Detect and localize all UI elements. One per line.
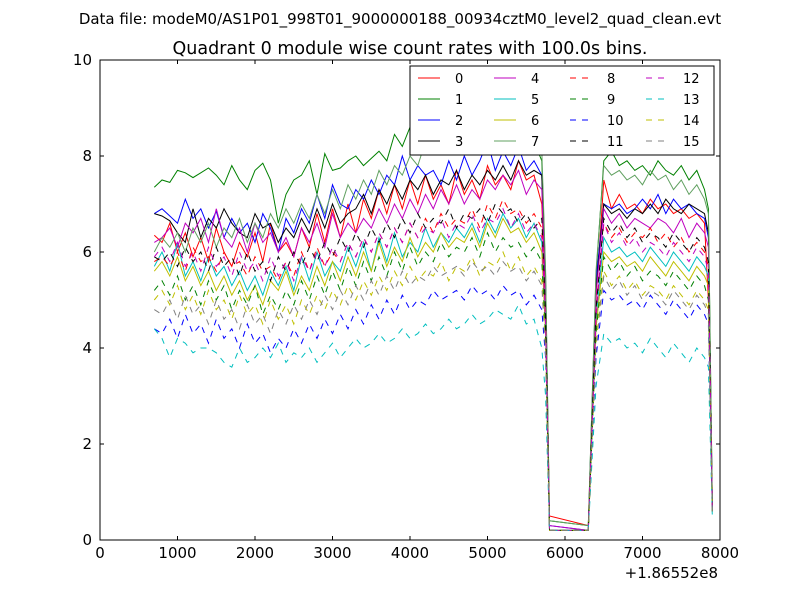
y-tick-label: 4 [82, 339, 92, 357]
legend-label: 9 [607, 93, 615, 108]
legend-entry-12: 12 [646, 72, 700, 87]
legend-entry-15: 15 [646, 135, 700, 150]
series-line-14 [153, 250, 713, 531]
x-tick-label: 7000 [623, 544, 661, 562]
legend-entry-14: 14 [646, 114, 700, 129]
x-offset-label: +1.86552e8 [625, 564, 718, 582]
x-tick-label: 5000 [468, 544, 506, 562]
series-line-8 [154, 198, 713, 531]
legend-entry-4: 4 [494, 72, 539, 87]
x-tick-label: 0 [95, 544, 105, 562]
y-tick-label: 8 [82, 147, 92, 165]
legend-entry-0: 0 [418, 72, 463, 87]
legend-entry-13: 13 [646, 93, 700, 108]
series-layer [153, 106, 713, 531]
legend-label: 15 [683, 135, 700, 150]
legend-label: 1 [455, 93, 463, 108]
legend-label: 10 [607, 114, 624, 129]
legend-entry-5: 5 [494, 93, 539, 108]
x-tick-label: 8000 [701, 544, 739, 562]
legend-label: 11 [607, 135, 624, 150]
legend-label: 3 [455, 135, 463, 150]
x-tick-label: 2000 [236, 544, 274, 562]
legend-label: 13 [683, 93, 700, 108]
y-tick-label: 10 [73, 51, 92, 69]
legend-label: 4 [531, 72, 539, 87]
legend-label: 2 [455, 114, 463, 129]
legend-label: 6 [531, 114, 539, 129]
legend-entry-2: 2 [418, 114, 463, 129]
series-line-15 [154, 260, 713, 531]
legend-frame [409, 65, 715, 156]
series-line-12 [153, 207, 713, 531]
legend-label: 7 [531, 135, 539, 150]
legend-label: 0 [455, 72, 463, 87]
legend-label: 14 [683, 114, 700, 129]
legend-entry-11: 11 [570, 135, 624, 150]
legend-label: 8 [607, 72, 615, 87]
x-tick-label: 6000 [546, 544, 584, 562]
series-line-13 [153, 303, 713, 531]
legend-entry-8: 8 [570, 72, 615, 87]
legend-entry-10: 10 [570, 114, 624, 129]
series-line-4 [154, 169, 713, 531]
x-tick-label: 3000 [313, 544, 351, 562]
series-line-9 [153, 231, 713, 531]
chart-title: Quadrant 0 module wise count rates with … [173, 39, 648, 59]
legend-label: 5 [531, 93, 539, 108]
legend-entry-3: 3 [418, 135, 463, 150]
legend-label: 12 [683, 72, 700, 87]
legend-entry-7: 7 [494, 135, 539, 150]
series-line-10 [154, 284, 713, 531]
legend-entry-9: 9 [570, 93, 615, 108]
y-tick-label: 2 [82, 435, 92, 453]
legend-entry-6: 6 [494, 114, 539, 129]
x-tick-label: 4000 [391, 544, 429, 562]
figure-suptitle: Data file: modeM0/AS1P01_998T01_90000001… [79, 10, 721, 29]
y-tick-label: 6 [82, 243, 92, 261]
legend-entry-1: 1 [418, 93, 463, 108]
series-line-6 [153, 217, 713, 531]
y-tick-label: 0 [82, 531, 92, 549]
x-tick-label: 1000 [158, 544, 196, 562]
